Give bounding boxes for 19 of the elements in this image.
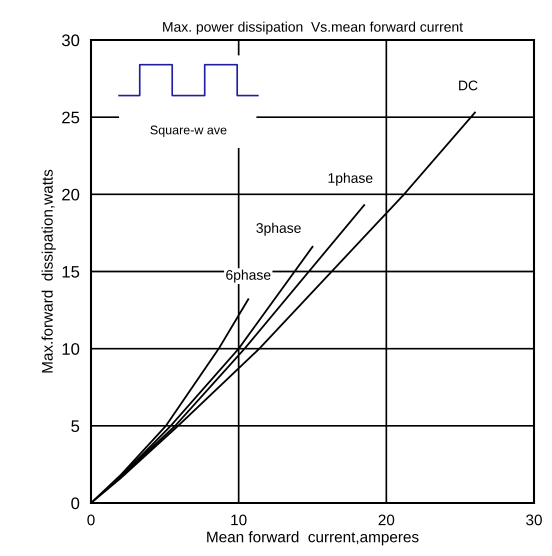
x-tick-label: 30 — [526, 514, 542, 526]
y-tick-label: 30 — [62, 34, 80, 46]
series-label: 3phase — [256, 222, 301, 236]
y-tick-label: 25 — [62, 112, 80, 124]
chart-title: Max. power dissipation Vs.mean forward current — [163, 22, 463, 35]
series-label: DC — [459, 80, 478, 90]
y-tick-label: 10 — [62, 343, 80, 355]
series-label: 6phase — [226, 270, 270, 283]
series-label: 1phase — [328, 172, 372, 186]
y-tick-label: 20 — [62, 188, 80, 201]
x-tick-label: 20 — [378, 514, 394, 526]
y-tick-label: 15 — [62, 266, 80, 278]
y-tick-label: 5 — [71, 420, 80, 432]
y-axis-title: Max.forward dissipation,watts — [42, 170, 56, 373]
annotation: Square-w ave — [150, 126, 226, 137]
x-axis-title: Mean forward current,amperes — [207, 531, 419, 546]
x-tick-label: 0 — [87, 514, 95, 526]
x-tick-label: 10 — [231, 514, 247, 526]
y-tick-label: 0 — [71, 497, 80, 510]
